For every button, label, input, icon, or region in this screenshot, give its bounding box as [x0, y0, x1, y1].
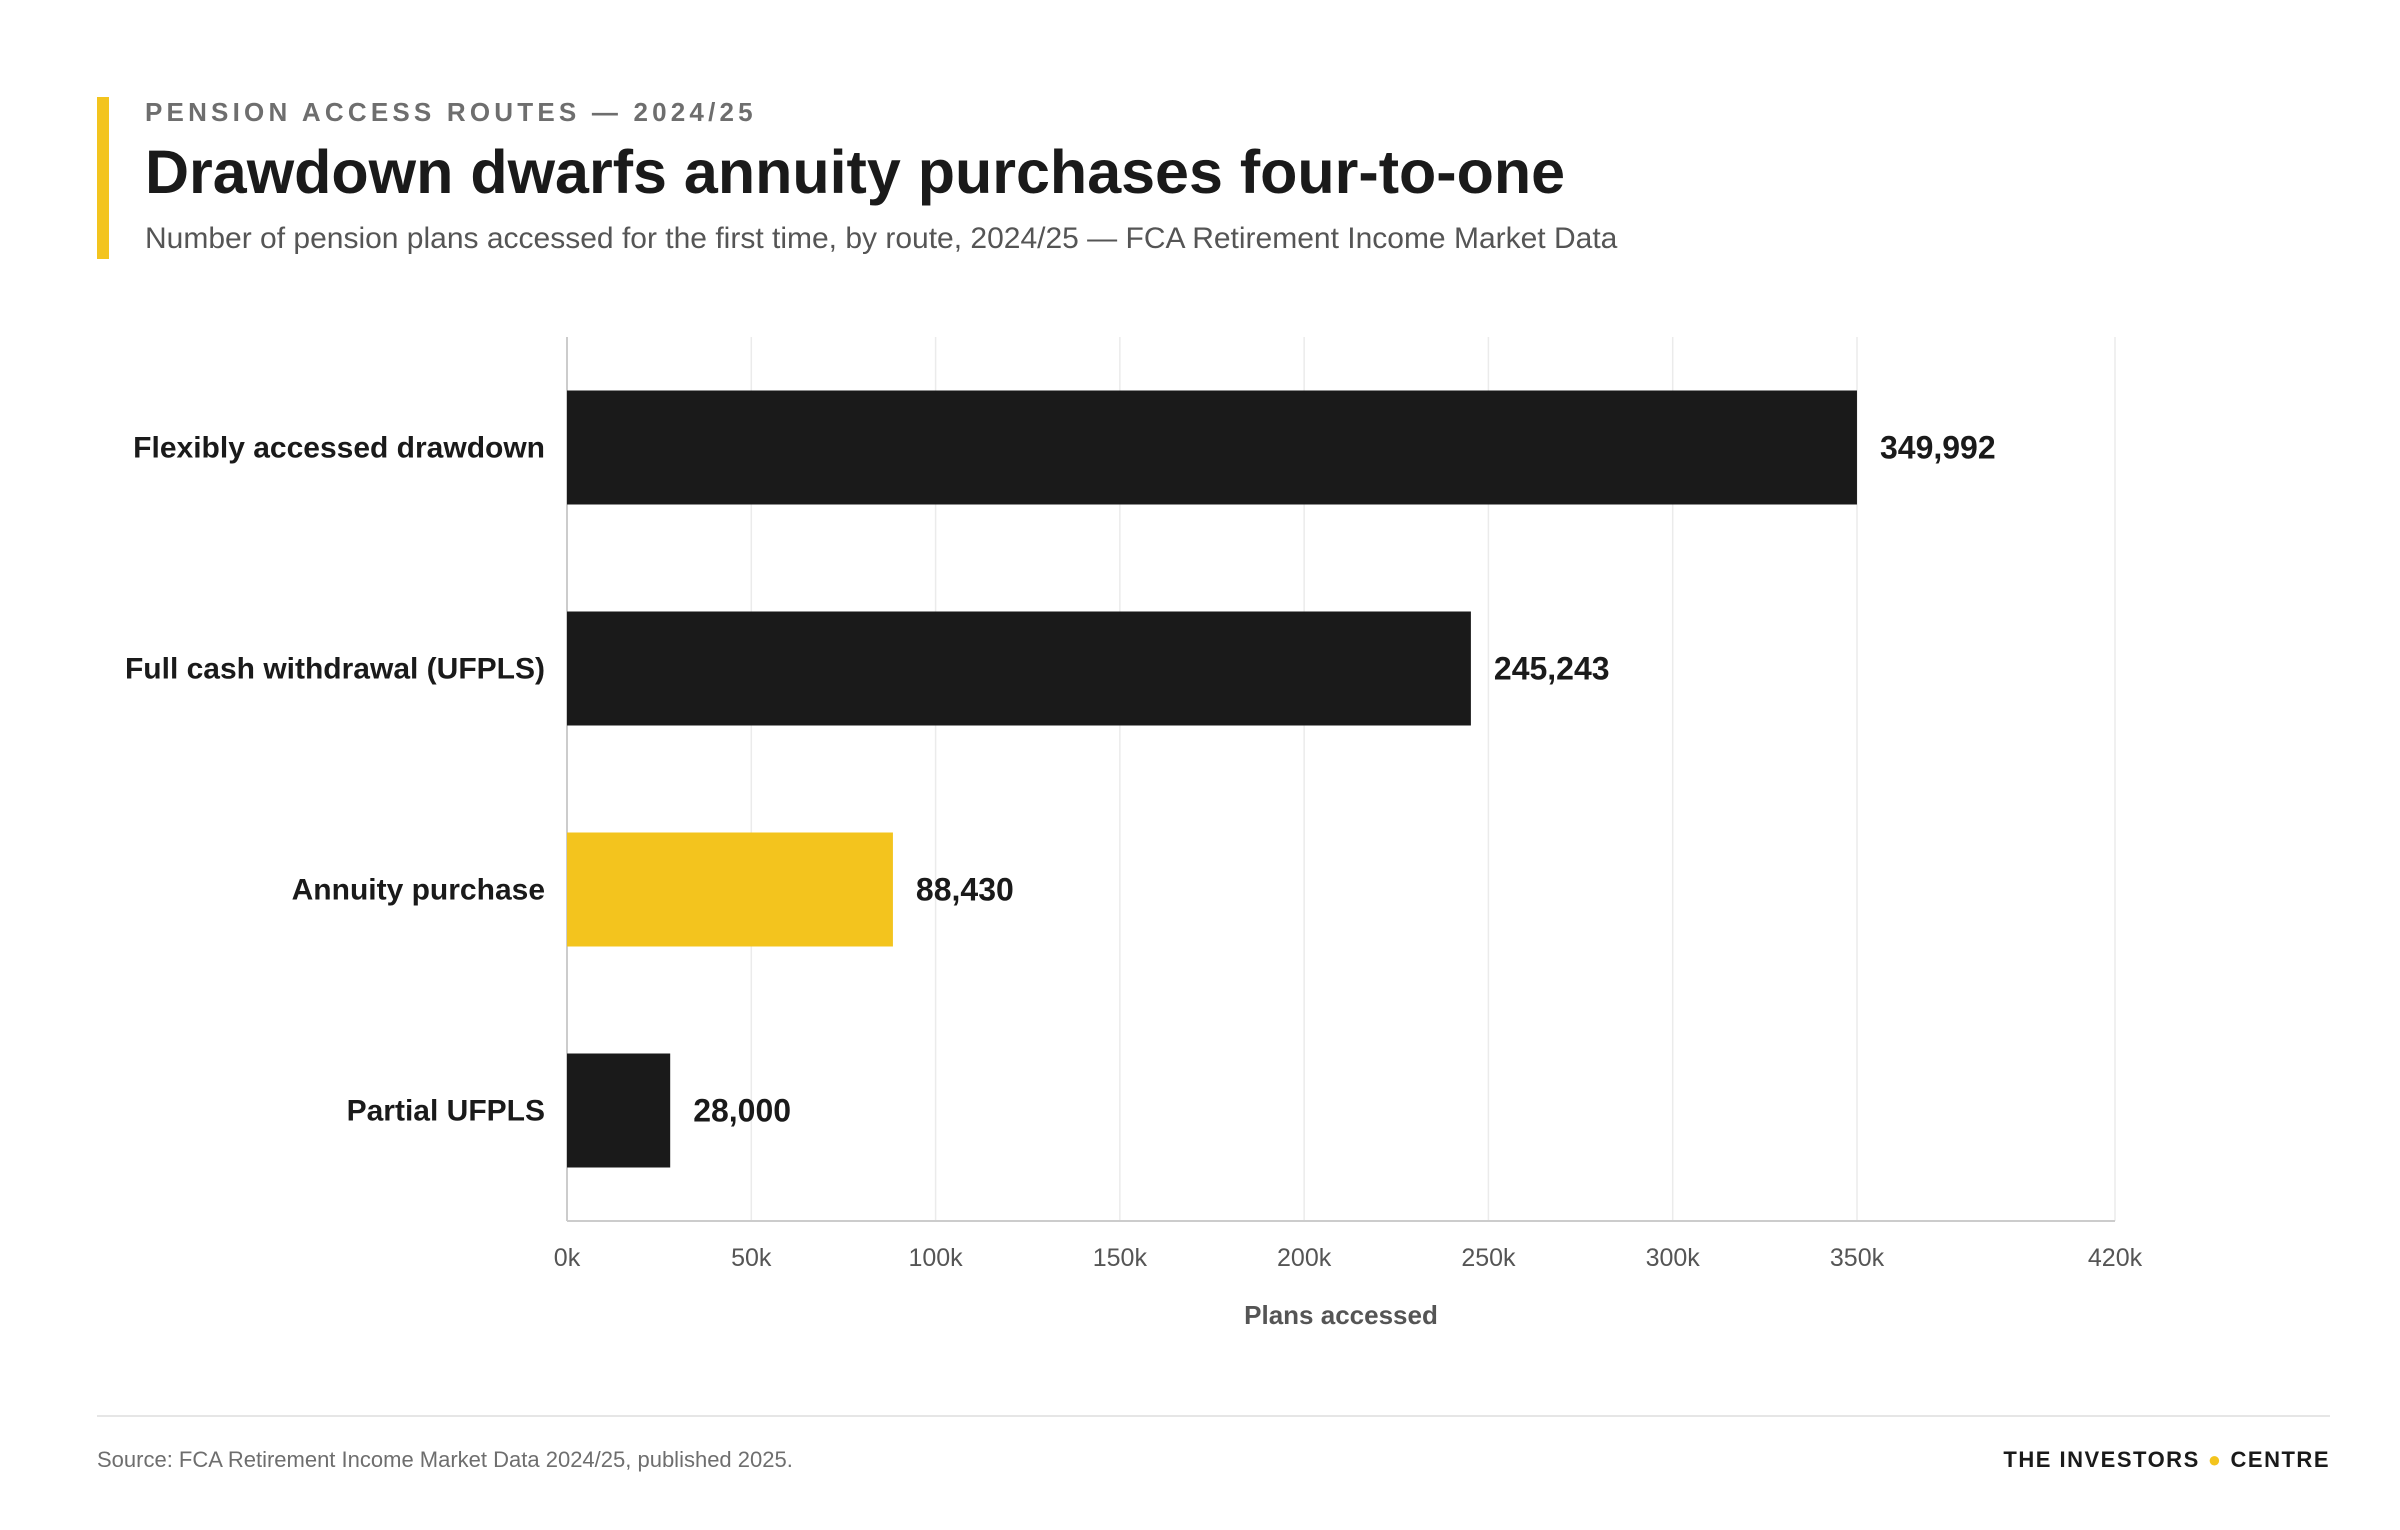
category-labels: Flexibly accessed drawdown Full cash with…: [125, 432, 545, 1128]
accent-bar: [97, 97, 109, 259]
brand-dot-icon: ●: [2207, 1447, 2223, 1472]
x-tick-label: 250k: [1461, 1244, 1516, 1272]
footer-divider: [97, 1415, 2330, 1417]
category-label: Annuity purchase: [292, 874, 545, 907]
value-label: 245,243: [1494, 651, 1610, 687]
bar: [567, 832, 893, 947]
category-label: Full cash withdrawal (UFPLS): [125, 653, 545, 686]
chart-header: PENSION ACCESS ROUTES — 2024/25 Drawdown…: [97, 97, 1997, 259]
bar: [567, 390, 1857, 505]
x-tick-label: 100k: [908, 1244, 963, 1272]
category-label: Partial UFPLS: [347, 1095, 545, 1128]
bar: [567, 611, 1471, 726]
brand-name-right: CENTRE: [2230, 1447, 2330, 1472]
value-label: 349,992: [1880, 430, 1996, 466]
bars: [567, 390, 1857, 1168]
chart-subtitle: Number of pension plans accessed for the…: [145, 222, 1618, 255]
value-label: 88,430: [916, 872, 1014, 908]
eyebrow-label: PENSION ACCESS ROUTES — 2024/25: [145, 97, 757, 127]
value-labels: 349,992 245,243 88,430 28,000: [693, 430, 1995, 1129]
x-tick-label: 420k: [2088, 1244, 2143, 1272]
chart-title: Drawdown dwarfs annuity purchases four-t…: [145, 138, 1566, 206]
value-label: 28,000: [693, 1093, 791, 1129]
x-tick-label: 200k: [1277, 1244, 1332, 1272]
x-tick-label: 50k: [731, 1244, 772, 1272]
category-label: Flexibly accessed drawdown: [133, 432, 545, 465]
x-tick-labels: 0k 50k 100k 150k 200k 250k 300k 350k 420k: [554, 1244, 2143, 1272]
x-axis-title: Plans accessed: [1244, 1300, 1438, 1330]
brand-name-left: THE INVESTORS: [2003, 1447, 2200, 1472]
x-tick-label: 350k: [1830, 1244, 1885, 1272]
bar: [567, 1053, 671, 1168]
x-tick-label: 150k: [1093, 1244, 1148, 1272]
source-note: Source: FCA Retirement Income Market Dat…: [97, 1447, 793, 1472]
x-tick-label: 0k: [554, 1244, 581, 1272]
brand-logo: THE INVESTORS ● CENTRE: [2003, 1447, 2330, 1473]
bar-chart: Flexibly accessed drawdown Full cash with…: [125, 337, 2143, 1330]
x-tick-label: 300k: [1646, 1244, 1701, 1272]
